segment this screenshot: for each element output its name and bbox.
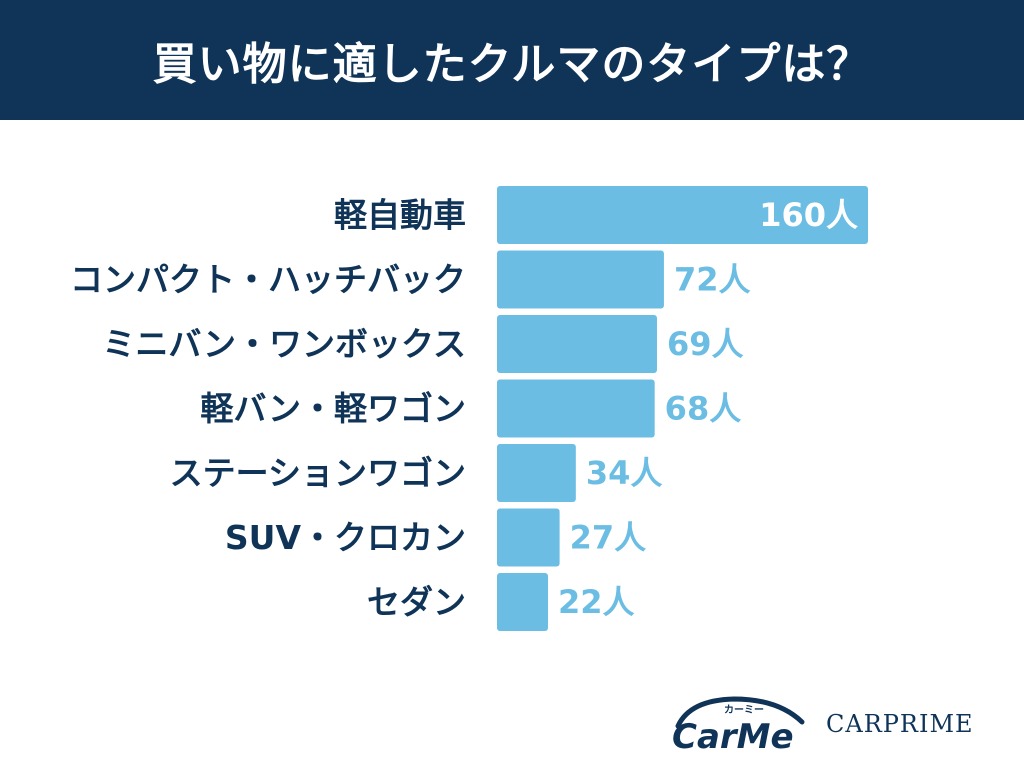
category-label-1: コンパクト・ハッチバック xyxy=(70,260,466,299)
bar-2 xyxy=(497,315,657,373)
value-label-2: 69人 xyxy=(667,325,744,363)
category-label-0: 軽自動車 xyxy=(334,196,466,235)
category-label-2: ミニバン・ワンボックス xyxy=(102,325,466,364)
value-label-3: 68人 xyxy=(665,390,742,428)
category-label-6: セダン xyxy=(367,583,466,622)
carme-logo: カーミー CarMe xyxy=(672,696,805,754)
category-label-3: 軽バン・軽ワゴン xyxy=(200,389,466,428)
carme-kana: カーミー xyxy=(724,704,764,716)
category-label-4: ステーションワゴン xyxy=(170,454,466,493)
value-label-4: 34人 xyxy=(586,454,663,492)
header-banner: 買い物に適したクルマのタイプは？ xyxy=(0,0,1024,120)
carprime-logo: CARPRIME xyxy=(826,710,974,738)
bar-1 xyxy=(497,250,664,309)
value-label-6: 22人 xyxy=(558,583,635,621)
page-title: 買い物に適したクルマのタイプは？ xyxy=(152,39,872,90)
bar-3 xyxy=(497,379,655,438)
value-label-1: 72人 xyxy=(674,261,751,299)
bar-6 xyxy=(497,573,549,631)
value-label-0: 160人 xyxy=(759,196,858,234)
bar-4 xyxy=(497,444,576,502)
carme-wordmark: CarMe xyxy=(672,717,794,754)
bar-0 xyxy=(497,186,868,244)
logo-area: カーミー CarMe CARPRIME xyxy=(660,680,1000,760)
category-label-5: SUV・クロカン xyxy=(225,518,466,557)
bar-5 xyxy=(497,508,560,567)
value-label-5: 27人 xyxy=(570,519,647,557)
